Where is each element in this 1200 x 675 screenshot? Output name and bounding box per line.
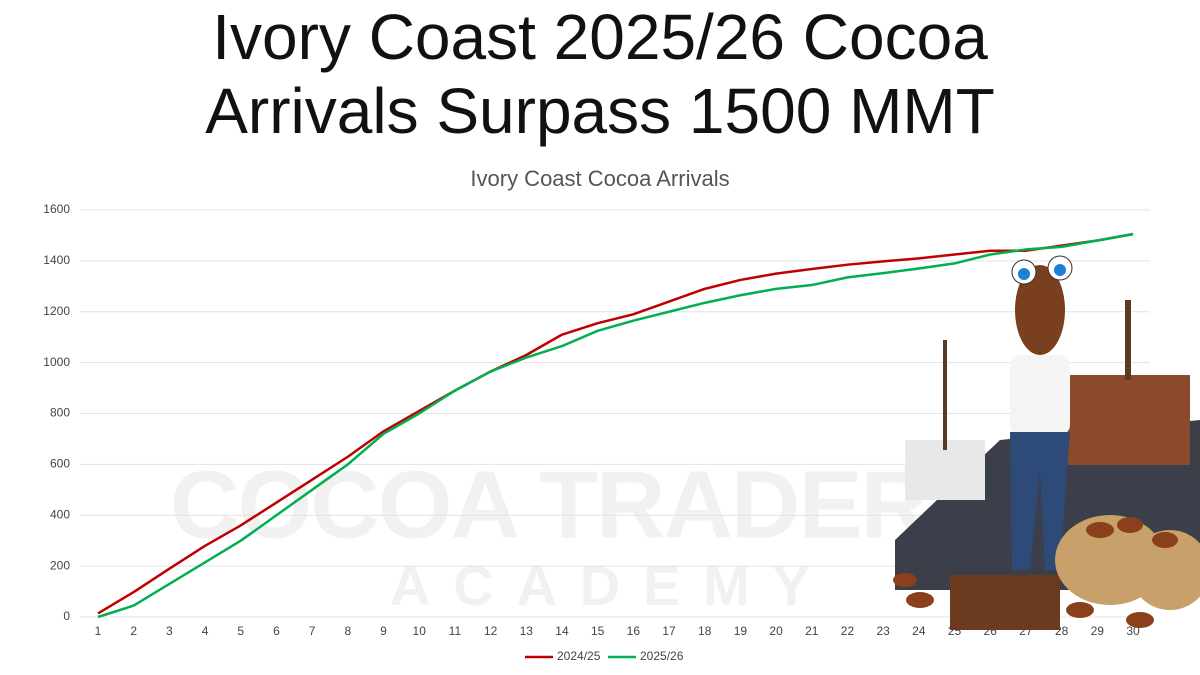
legend-label: 2025/26 xyxy=(640,649,684,663)
pupil xyxy=(1018,268,1030,280)
y-tick-label: 200 xyxy=(50,558,70,572)
x-tick-label: 17 xyxy=(662,624,676,638)
x-tick-label: 20 xyxy=(769,624,783,638)
x-tick-label: 11 xyxy=(449,624,462,638)
x-tick-label: 13 xyxy=(520,624,534,638)
chocolate-block xyxy=(950,575,1060,630)
x-tick-label: 24 xyxy=(912,624,926,638)
y-tick-label: 1000 xyxy=(43,355,70,369)
bean xyxy=(893,573,917,587)
watermark: COCOA TRADER xyxy=(170,451,930,558)
x-tick-label: 8 xyxy=(344,624,351,638)
y-tick-label: 400 xyxy=(50,507,70,521)
x-tick-label: 7 xyxy=(309,624,316,638)
series-line xyxy=(97,232,1134,619)
bean xyxy=(1086,522,1114,538)
x-tick-label: 21 xyxy=(805,624,819,638)
x-tick-label: 29 xyxy=(1091,624,1105,638)
cargo xyxy=(1060,375,1190,465)
x-tick-label: 2 xyxy=(130,624,137,638)
jeans xyxy=(1010,432,1070,570)
watermark: ACADEMY xyxy=(390,554,810,617)
bean xyxy=(1117,517,1143,533)
x-tick-label: 14 xyxy=(555,624,569,638)
bean xyxy=(1152,532,1178,548)
bean xyxy=(1126,612,1154,628)
y-tick-label: 1200 xyxy=(43,304,70,318)
legend-label: 2024/25 xyxy=(557,649,601,663)
bean-head xyxy=(1015,265,1065,355)
y-tick-label: 800 xyxy=(50,406,70,420)
y-tick-label: 0 xyxy=(63,609,70,623)
x-tick-label: 18 xyxy=(698,624,712,638)
pupil xyxy=(1054,264,1066,276)
x-tick-label: 5 xyxy=(237,624,244,638)
x-tick-label: 19 xyxy=(734,624,748,638)
bean xyxy=(906,592,934,608)
x-tick-label: 1 xyxy=(95,624,102,638)
x-tick-label: 6 xyxy=(273,624,280,638)
series-line xyxy=(97,232,1134,615)
x-tick-label: 3 xyxy=(166,624,173,638)
mascot-illustration xyxy=(893,255,1200,630)
y-tick-label: 600 xyxy=(50,457,70,471)
x-tick-label: 23 xyxy=(876,624,890,638)
x-tick-label: 16 xyxy=(627,624,641,638)
title: Ivory Coast 2025/26 Cocoa Arrivals Surpa… xyxy=(205,1,995,147)
x-tick-label: 12 xyxy=(484,624,498,638)
y-tick-label: 1600 xyxy=(43,202,70,216)
x-tick-label: 15 xyxy=(591,624,605,638)
bean xyxy=(1066,602,1094,618)
x-tick-label: 10 xyxy=(413,624,427,638)
shirt xyxy=(1010,355,1070,435)
x-tick-label: 4 xyxy=(202,624,209,638)
x-tick-label: 22 xyxy=(841,624,855,638)
sack xyxy=(1130,530,1200,610)
x-tick-label: 9 xyxy=(380,624,387,638)
y-tick-label: 1400 xyxy=(43,253,70,267)
subtitle: Ivory Coast Cocoa Arrivals xyxy=(470,166,729,191)
